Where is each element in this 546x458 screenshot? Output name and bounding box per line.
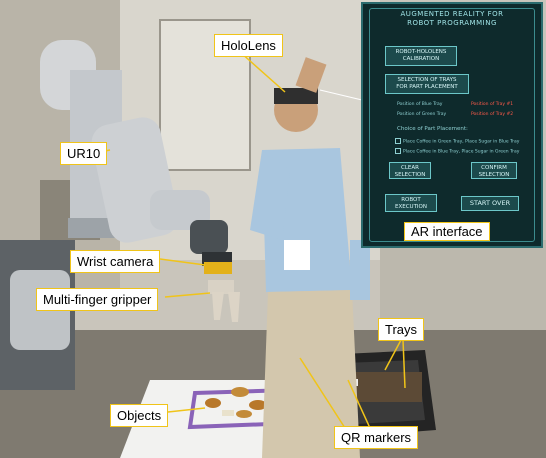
placement-option-1[interactable]: Place Coffee in Green Tray, Place Sugar … — [395, 138, 519, 145]
ar-title-line1: AUGMENTED REALITY FOR — [400, 10, 504, 18]
confirm-label-2: SELECTION — [478, 172, 510, 178]
option2-checkbox[interactable] — [395, 148, 401, 154]
clear-label-2: SELECTION — [394, 172, 426, 178]
start-over-button[interactable]: START OVER — [461, 196, 519, 211]
option1-checkbox[interactable] — [395, 138, 401, 144]
gripper-label: Multi-finger gripper — [36, 288, 159, 311]
green-tray-label: Position of Green Tray — [397, 112, 447, 117]
tray1-position: Position of Tray #1 — [471, 102, 514, 107]
tray-selection-label-2: FOR PART PLACEMENT — [396, 84, 458, 90]
hololens-label: HoloLens — [214, 34, 283, 57]
ar-interface-panel: AUGMENTED REALITY FOR ROBOT PROGRAMMING … — [361, 2, 543, 248]
ar-panel-frame — [369, 8, 535, 242]
calibration-label-2: CALIBRATION — [402, 56, 440, 62]
objects-label: Objects — [110, 404, 169, 427]
robot-execution-button[interactable]: ROBOT EXECUTION — [385, 194, 437, 212]
tray-selection-button[interactable]: SELECTION OF TRAYS FOR PART PLACEMENT — [385, 74, 469, 94]
clear-label-1: CLEAR — [401, 165, 419, 171]
confirm-selection-button[interactable]: CONFIRM SELECTION — [471, 162, 517, 179]
ar-title-line2: ROBOT PROGRAMMING — [407, 19, 497, 27]
tray2-position: Position of Tray #2 — [471, 112, 514, 117]
confirm-label-1: CONFIRM — [481, 165, 507, 171]
placement-choice-label: Choice of Part Placement: — [397, 126, 468, 132]
tray-selection-label-1: SELECTION OF TRAYS — [397, 77, 457, 83]
qr-markers-label: QR markers — [334, 426, 419, 449]
ar-interface-label: AR interface — [404, 222, 490, 241]
clear-selection-button[interactable]: CLEAR SELECTION — [389, 162, 431, 179]
option1-text: Place Coffee in Green Tray, Place Sugar … — [403, 139, 520, 145]
trays-label: Trays — [378, 318, 425, 341]
execution-label-1: ROBOT — [401, 197, 421, 203]
ur10-label: UR10 — [60, 142, 108, 165]
option2-text: Place Coffee in Blue Tray, Place Sugar i… — [403, 149, 520, 155]
execution-label-2: EXECUTION — [394, 204, 427, 210]
calibration-button[interactable]: ROBOT-HOLOLENS CALIBRATION — [385, 46, 457, 66]
calibration-label-1: ROBOT-HOLOLENS — [395, 49, 447, 55]
placement-option-2[interactable]: Place Coffee in Blue Tray, Place Sugar i… — [395, 148, 519, 155]
wrist-camera-label: Wrist camera — [70, 250, 161, 273]
ar-panel-title: AUGMENTED REALITY FOR ROBOT PROGRAMMING — [363, 10, 541, 28]
blue-tray-label: Position of Blue Tray — [397, 102, 443, 107]
